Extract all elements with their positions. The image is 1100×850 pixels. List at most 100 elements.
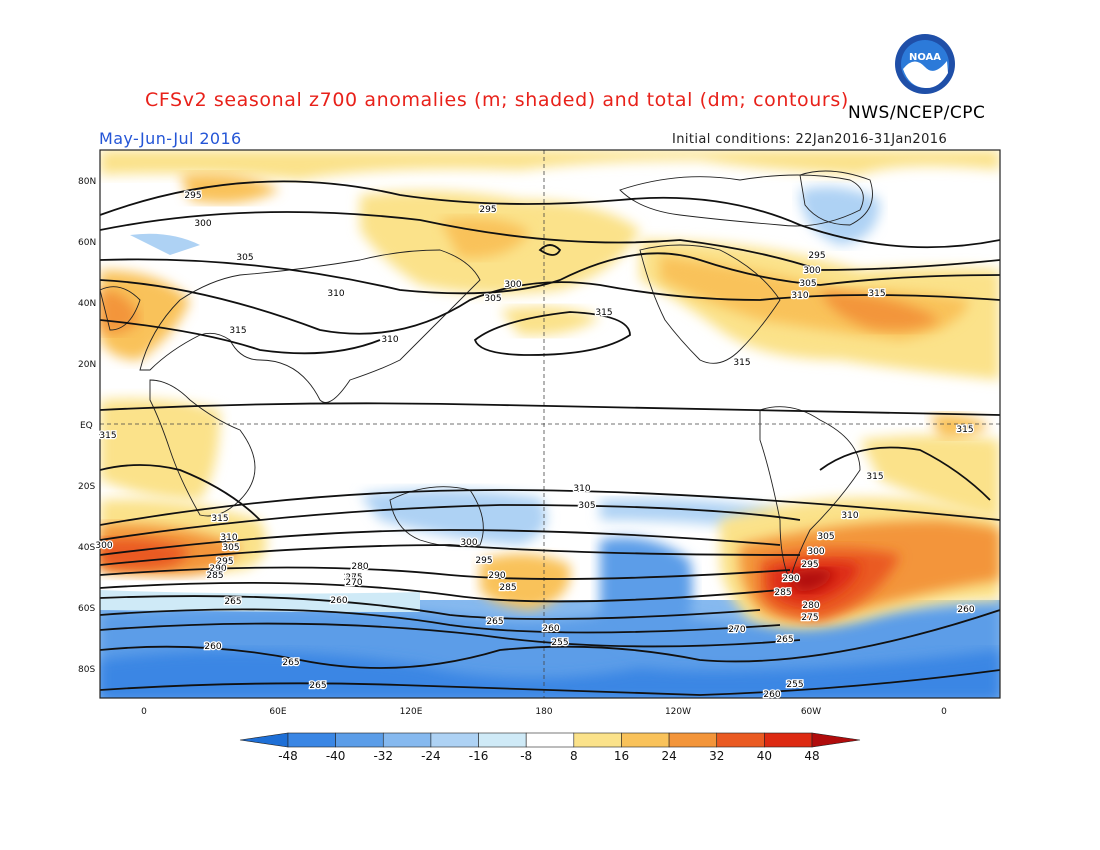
- contour-label: 315: [733, 358, 750, 368]
- contour-label: 305: [578, 501, 595, 511]
- contour-label: 315: [868, 289, 885, 299]
- contour-label: 290: [209, 564, 226, 574]
- lon-label: 0: [141, 707, 147, 717]
- lat-label: 60S: [78, 604, 95, 614]
- colorbar-tick-label: 24: [661, 749, 676, 763]
- contour-label: 305: [484, 294, 501, 304]
- contour-label: 310: [841, 511, 858, 521]
- lat-label: 60N: [78, 238, 96, 248]
- axis-labels: 80N 60N 40N 20N EQ 20S 40S 60S 80S 0 60E…: [78, 177, 947, 717]
- contour-label: 260: [542, 624, 559, 634]
- map-frame: [99, 149, 1001, 699]
- contour-label: 315: [956, 425, 973, 435]
- contour-label: 315: [99, 431, 116, 441]
- colorbar-tick-label: -48: [278, 749, 298, 763]
- colorbar-tick-label: -8: [520, 749, 532, 763]
- contour-label: 280: [802, 601, 819, 611]
- colorbar-box: [382, 732, 432, 748]
- colorbar-tick-label: -32: [373, 749, 393, 763]
- lat-label: 40N: [78, 299, 96, 309]
- lon-label: 120W: [665, 707, 691, 717]
- contour-label: 300: [807, 547, 824, 557]
- colorbar: -48 -40 -32 -24 -16 -8 8 16 24 32 40 48: [239, 732, 861, 763]
- contour-label: 295: [184, 191, 201, 201]
- colorbar-tick-label: -24: [421, 749, 441, 763]
- contour-label: 265: [486, 617, 503, 627]
- contour-label: 310: [573, 484, 590, 494]
- contour-label: 305: [799, 279, 816, 289]
- contour-label: 290: [782, 574, 799, 584]
- contour-label: 300: [95, 541, 112, 551]
- contour-label: 265: [224, 597, 241, 607]
- contour-label: 285: [206, 571, 223, 581]
- colorbar-box: [335, 732, 384, 748]
- colorbar-box: [621, 732, 670, 748]
- colorbar-box: [716, 732, 765, 748]
- anomaly-shading: [100, 150, 1000, 698]
- colorbar-arrow-left: [239, 732, 289, 748]
- contour-label: 300: [504, 280, 521, 290]
- colorbar-box: [478, 732, 527, 748]
- contour-label: 300: [194, 219, 211, 229]
- contour-label: 285: [499, 583, 516, 593]
- contour-label: 295: [216, 557, 233, 567]
- lon-label: 60E: [269, 707, 286, 717]
- contour-label: 295: [475, 556, 492, 566]
- contour-label: 305: [222, 543, 239, 553]
- contour-label: 310: [327, 289, 344, 299]
- lat-label: 80S: [78, 665, 95, 675]
- colorbar-tick-label: 16: [614, 749, 629, 763]
- contour-label: 300: [460, 538, 477, 548]
- contour-label: 280: [351, 562, 368, 572]
- contour-label: 280: [351, 562, 368, 572]
- colorbar-tick-label: 40: [757, 749, 772, 763]
- contour-label: 275: [801, 613, 818, 623]
- season-label: May-Jun-Jul 2016: [99, 129, 242, 148]
- contour-label: 275: [345, 573, 362, 583]
- lat-label: 20S: [78, 482, 95, 492]
- contour-label: 315: [229, 326, 246, 336]
- contour-label: 310: [381, 335, 398, 345]
- colorbar-box: [525, 732, 575, 748]
- lat-label: 80N: [78, 177, 96, 187]
- contour-label: 315: [595, 308, 612, 318]
- contour-label: 285: [774, 588, 791, 598]
- colorbar-box: [573, 732, 622, 748]
- lat-label: 20N: [78, 360, 96, 370]
- colorbar-box: [764, 732, 813, 748]
- colorbar-tick-label: -40: [326, 749, 346, 763]
- contour-label: 295: [801, 560, 818, 570]
- colorbar-box: [430, 732, 479, 748]
- colorbar-tick-label: 8: [570, 749, 578, 763]
- contour-label: 270: [345, 578, 362, 588]
- noaa-logo-icon: NOAA: [895, 34, 955, 94]
- contour-label: 265: [776, 635, 793, 645]
- noaa-logo-text: NOAA: [909, 52, 941, 63]
- initial-conditions-label: Initial conditions: 22Jan2016-31Jan2016: [672, 132, 948, 147]
- lat-label: 40S: [78, 543, 95, 553]
- contour-label: 260: [204, 642, 221, 652]
- colorbar-arrow-right: [811, 732, 861, 748]
- contour-label: 310: [791, 291, 808, 301]
- contour-label: 260: [763, 690, 780, 700]
- colorbar-box: [668, 732, 718, 748]
- figure-title: CFSv2 seasonal z700 anomalies (m; shaded…: [145, 89, 849, 111]
- contour-label: 260: [330, 596, 347, 606]
- height-contours: [100, 180, 1000, 696]
- colorbar-tick-label: -16: [469, 749, 489, 763]
- contour-label: 315: [211, 514, 228, 524]
- contour-label: 270: [343, 573, 360, 583]
- contour-label: 290: [488, 571, 505, 581]
- lon-label: 120E: [400, 707, 423, 717]
- lon-label: 180: [535, 707, 552, 717]
- contour-label: 315: [866, 472, 883, 482]
- contour-label: 270: [728, 625, 745, 635]
- colorbar-tick-label: 32: [709, 749, 724, 763]
- colorbar-tick-label: 48: [804, 749, 819, 763]
- colorbar-box: [287, 732, 336, 748]
- contour-label: 310: [220, 533, 237, 543]
- contour-label: 295: [808, 251, 825, 261]
- contour-label: 305: [236, 253, 253, 263]
